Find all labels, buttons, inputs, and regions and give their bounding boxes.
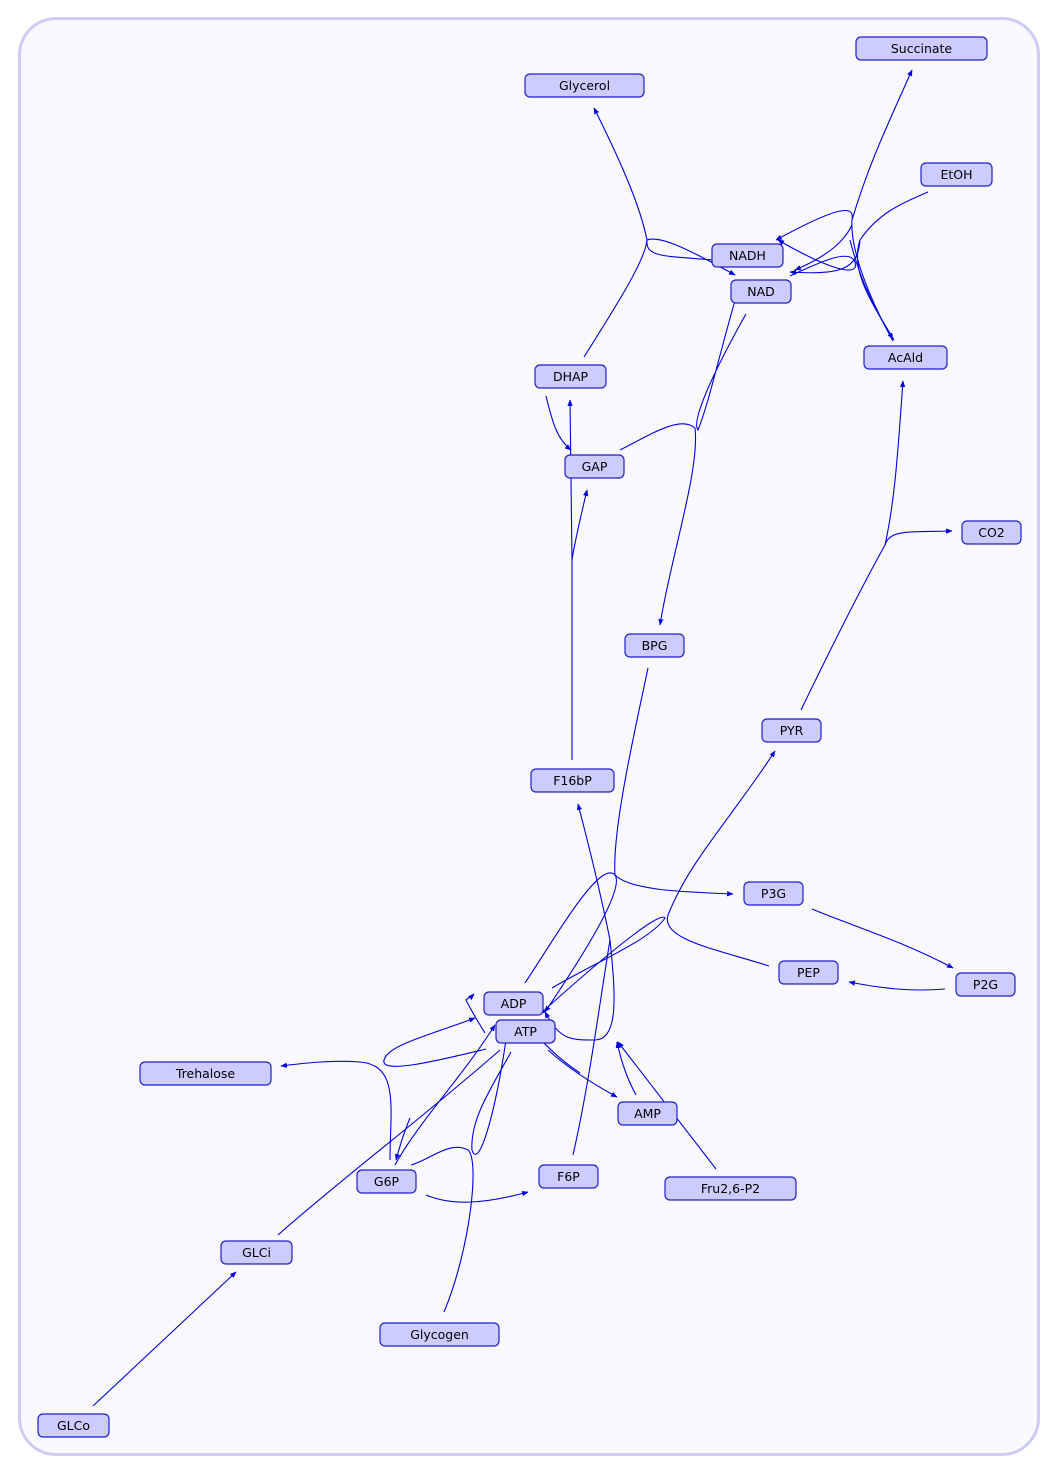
node-bpg: BPG (624, 633, 685, 658)
node-co2: CO2 (961, 520, 1022, 545)
edge-p2g-pep (848, 980, 946, 991)
edge-pep-atp (539, 916, 666, 1015)
node-fru26p2: Fru2,6-P2 (664, 1176, 797, 1201)
node-glci: GLCi (220, 1240, 293, 1265)
node-glycogen: Glycogen (379, 1322, 500, 1347)
node-label: PYR (780, 723, 804, 738)
node-label: GLCi (242, 1245, 271, 1260)
node-label: AcAld (888, 350, 923, 365)
node-label: DHAP (553, 369, 589, 384)
node-succinate: Succinate (855, 36, 988, 61)
edge-amp-atp (615, 1041, 637, 1096)
node-label: GAP (582, 459, 608, 474)
edge-glco-glci (92, 1271, 237, 1407)
edge-g6p-glycogen-a (410, 1146, 474, 1313)
edge-succ-nad (775, 209, 853, 241)
node-label: EtOH (940, 167, 972, 182)
node-label: Succinate (891, 41, 953, 56)
edge-f16bp-gap (571, 489, 589, 561)
node-label: CO2 (978, 525, 1005, 540)
node-f16bp: F16bP (530, 768, 615, 793)
edge-g6p-atp (394, 1024, 496, 1166)
edge-trehalose-adp (383, 1017, 487, 1067)
node-p3g: P3G (743, 881, 804, 906)
node-p2g: P2G (955, 972, 1016, 997)
node-nad: NAD (730, 279, 792, 304)
edge-acald-succinate (851, 69, 913, 342)
node-label: ADP (501, 996, 527, 1011)
edge-p3g-p2g (811, 908, 954, 969)
node-label: Trehalose (175, 1066, 236, 1081)
edge-nadh-nad-glycerol (646, 238, 736, 276)
node-pyr: PYR (761, 718, 822, 743)
edge-nad-nadh-gap (696, 279, 747, 432)
nodes-layer: Succinate Glycerol EtOH NADH NAD AcAld D… (37, 36, 1022, 1438)
node-amp: AMP (617, 1101, 678, 1126)
node-nadh: NADH (711, 243, 784, 268)
node-f6p: F6P (538, 1164, 599, 1189)
edge-g6p-trehalose (280, 1060, 392, 1161)
edge-g6p-glycogen-b (471, 1025, 512, 1155)
edge-acald-etoh (856, 191, 929, 341)
node-label: PEP (797, 965, 820, 980)
edge-pep-pyr (666, 750, 776, 967)
node-label: F6P (557, 1169, 580, 1184)
edge-atp-amp (547, 1049, 618, 1098)
node-label: Glycogen (410, 1327, 469, 1342)
edge-gap-bpg (619, 423, 697, 626)
edges-layer (92, 69, 954, 1407)
node-pep: PEP (778, 960, 839, 985)
edge-glci-g6p (394, 1117, 411, 1161)
node-label: G6P (374, 1174, 400, 1189)
node-acald: AcAld (863, 345, 948, 370)
node-adp: ADP (483, 991, 544, 1016)
node-glco: GLCo (37, 1413, 110, 1438)
node-label: F16bP (553, 773, 592, 788)
node-label: Fru2,6-P2 (701, 1181, 760, 1196)
edge-pyr-acald (800, 380, 906, 711)
node-gap: GAP (564, 454, 625, 479)
edge-bpg-adp (524, 872, 617, 1013)
edge-pyr-co2 (884, 528, 953, 546)
node-label: P2G (973, 977, 998, 992)
edge-g6p-f6p (425, 1191, 529, 1203)
node-glycerol: Glycerol (524, 73, 645, 98)
node-etoh: EtOH (920, 162, 993, 187)
edge-etoh-loop (777, 239, 857, 277)
node-atp: ATP (495, 1019, 556, 1044)
node-label: BPG (642, 638, 668, 653)
edge-f16bp-dhap (567, 399, 573, 760)
node-label: NAD (747, 284, 775, 299)
node-dhap: DHAP (534, 364, 607, 389)
edge-dhap-gap (545, 395, 572, 451)
node-label: ATP (514, 1024, 537, 1039)
edge-adp-loop (465, 993, 486, 1034)
edge-succ-loop (794, 224, 853, 271)
node-label: Glycerol (559, 78, 610, 93)
node-label: P3G (761, 886, 786, 901)
edge-acald-short (849, 239, 894, 340)
node-label: GLCo (57, 1418, 90, 1433)
node-g6p: G6P (356, 1169, 417, 1194)
edge-nadh-nad-etoh (789, 239, 861, 275)
edge-glci-atp (277, 1049, 501, 1236)
node-trehalose: Trehalose (139, 1061, 272, 1086)
edge-bpg-p3g (614, 667, 734, 897)
diagram-frame (18, 17, 1040, 1456)
edge-f6p-f16bp (572, 803, 611, 1156)
node-label: NADH (729, 248, 766, 263)
edge-dhap-glycerol (583, 107, 648, 358)
edge-f6p-atp (544, 939, 615, 1041)
node-label: AMP (634, 1106, 661, 1121)
